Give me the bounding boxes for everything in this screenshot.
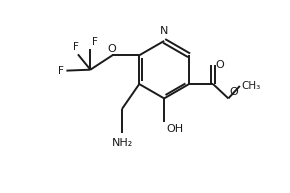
- Text: F: F: [92, 37, 98, 47]
- Text: NH₂: NH₂: [111, 138, 133, 148]
- Text: O: O: [229, 86, 238, 96]
- Text: CH₃: CH₃: [241, 81, 261, 91]
- Text: O: O: [216, 59, 224, 69]
- Text: F: F: [73, 42, 79, 52]
- Text: OH: OH: [166, 124, 183, 134]
- Text: N: N: [160, 25, 168, 36]
- Text: O: O: [107, 44, 116, 54]
- Text: F: F: [58, 66, 64, 76]
